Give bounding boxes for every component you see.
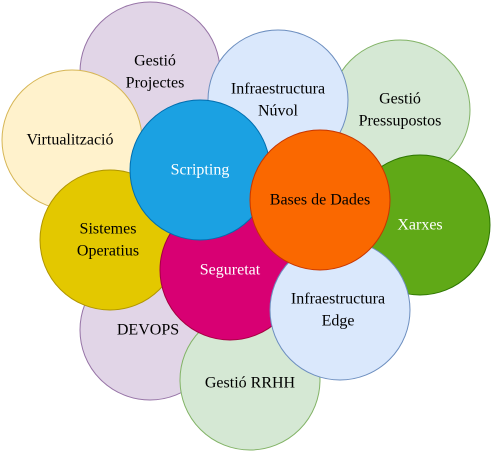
bubble-label-sistemes-operatius-line-2: Operatius <box>77 243 139 260</box>
bubble-label-infraestructura-edge-line-2: Edge <box>322 313 355 330</box>
bubble-label-infraestructura-nuvol-line-2: Núvol <box>258 103 299 120</box>
bubble-label-gestio-projectes-line-1: Gestió <box>134 53 176 70</box>
bubble-label-seguretat: Seguretat <box>200 262 261 279</box>
bubble-circle-bases-de-dades <box>249 129 391 271</box>
bubble-scripting: Scripting <box>129 99 271 241</box>
bubble-label-gestio-projectes-line-2: Projectes <box>126 75 185 92</box>
bubble-infraestructura-edge: Infraestructura Edge <box>269 239 411 381</box>
bubble-label-devops: DEVOPS <box>117 322 179 339</box>
bubble-label-bases-de-dades: Bases de Dades <box>270 192 370 209</box>
bubble-label-infraestructura-nuvol-line-1: Infraestructura <box>231 81 325 98</box>
bubble-label-gestio-rrhh: Gestió RRHH <box>205 375 296 392</box>
bubble-label-virtualitzacio: Virtualització <box>27 132 114 149</box>
bubble-label-scripting: Scripting <box>171 162 230 179</box>
bubble-label-sistemes-operatius-line-1: Sistemes <box>80 221 137 238</box>
bubble-label-infraestructura-edge-line-1: Infraestructura <box>291 291 385 308</box>
bubble-label-gestio-pressupostos-line-1: Gestió <box>379 91 421 108</box>
bubble-label-gestio-pressupostos-line-2: Pressupostos <box>359 113 442 130</box>
bubble-label-xarxes: Xarxes <box>397 217 442 234</box>
bubble-bases-de-dades: Bases de Dades <box>249 129 391 271</box>
